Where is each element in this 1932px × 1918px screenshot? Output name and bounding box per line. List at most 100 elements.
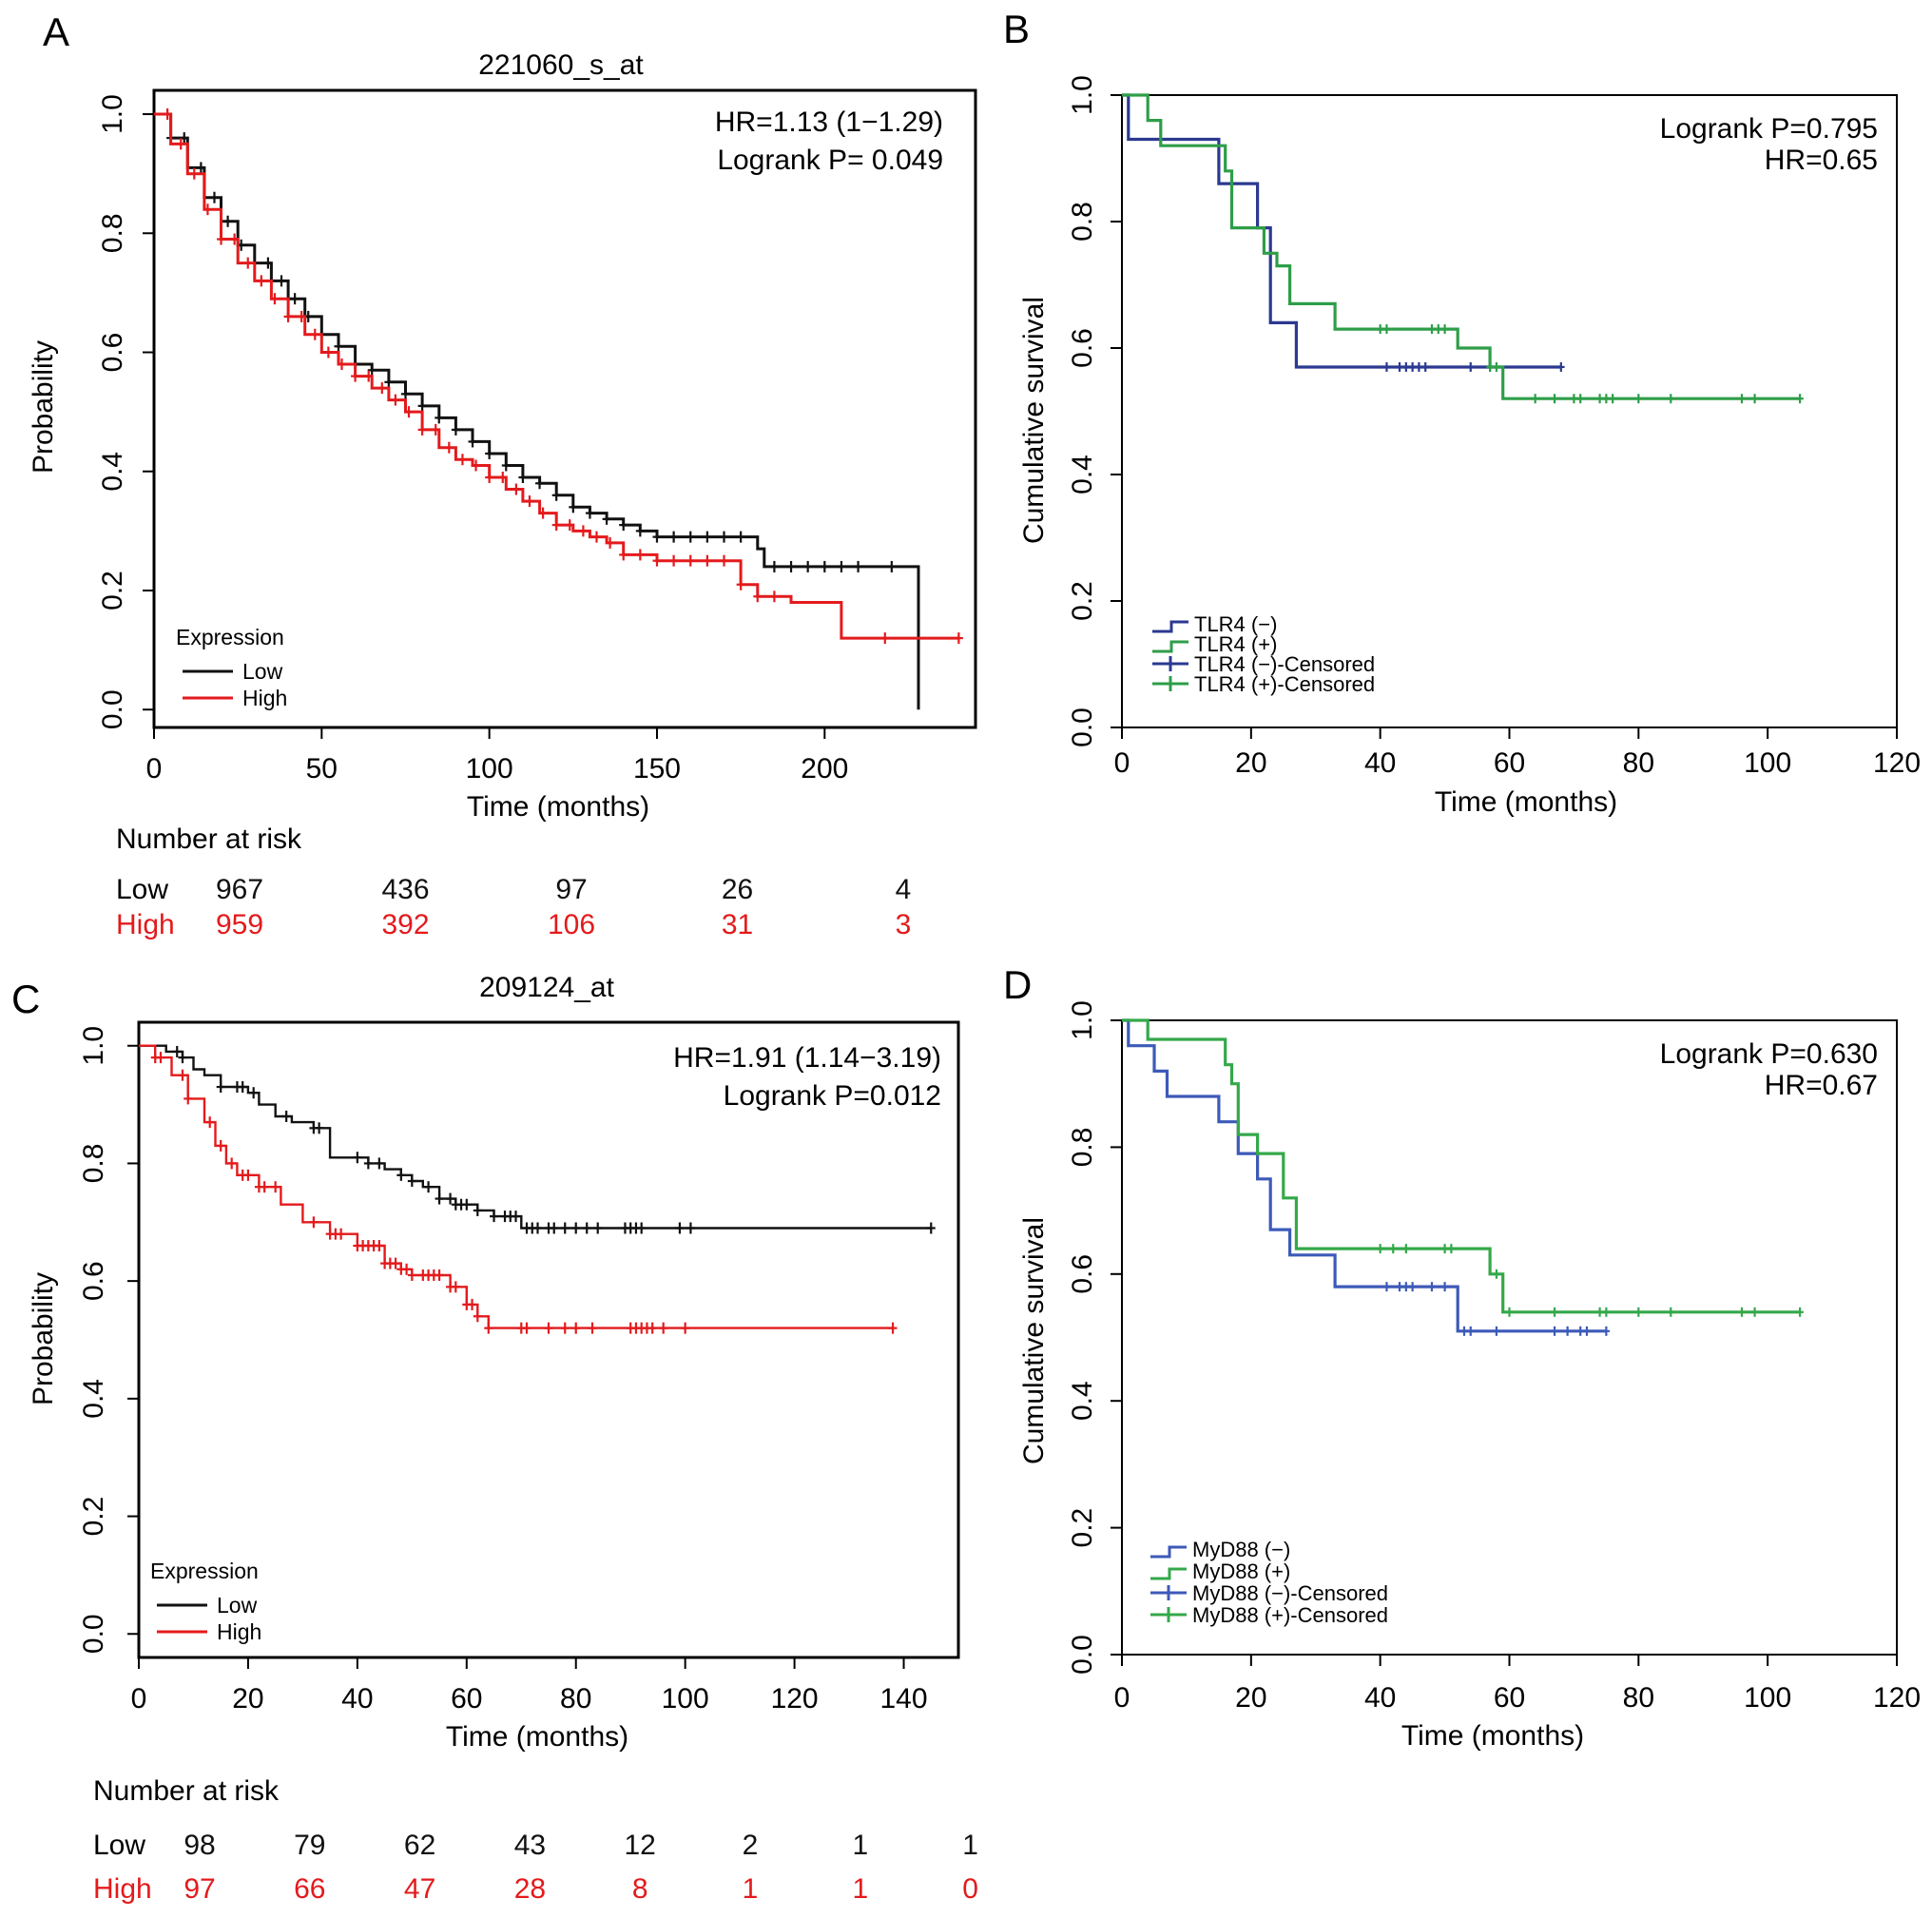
x-tick-label: 80 xyxy=(1623,747,1654,779)
x-tick-label: 0 xyxy=(131,1683,147,1715)
x-tick-label: 60 xyxy=(451,1683,482,1715)
legend-label: MyD88 (−)-Censored xyxy=(1192,1581,1388,1605)
x-axis-label: Time (months) xyxy=(446,1721,628,1753)
legend-label: MyD88 (+) xyxy=(1192,1560,1290,1583)
x-tick-label: 80 xyxy=(560,1683,591,1715)
y-tick-label: 0.0 xyxy=(97,689,128,729)
x-tick-label: 50 xyxy=(306,753,338,785)
legend: TLR4 (−) TLR4 (+) TLR4 (−)-Censored TLR4… xyxy=(1152,612,1375,696)
risk-value: 2 xyxy=(743,1830,759,1861)
x-tick-label: 0 xyxy=(146,753,163,785)
legend-title: Expression xyxy=(176,625,284,649)
y-tick-label: 1.0 xyxy=(78,1026,109,1066)
x-tick-label: 200 xyxy=(801,753,848,785)
y-tick-label: 0.8 xyxy=(1067,202,1098,242)
number-at-risk-table: Number at risk Low High 98 79 62 43 12 2 1 1 97 6… xyxy=(93,1775,978,1905)
risk-value: 392 xyxy=(381,909,429,940)
y-tick-label: 0.8 xyxy=(97,213,128,253)
legend-swatch-pos xyxy=(1152,640,1188,653)
panel-label: B xyxy=(1003,7,1030,51)
legend-label: TLR4 (−)-Censored xyxy=(1194,652,1375,676)
y-tick-label: 0.8 xyxy=(78,1144,109,1184)
y-axis-label: Cumulative survival xyxy=(1018,1217,1050,1464)
legend-label: MyD88 (+)-Censored xyxy=(1192,1603,1388,1627)
risk-value: 43 xyxy=(514,1830,546,1861)
y-tick-label: 0.8 xyxy=(1067,1128,1098,1168)
risk-value: 4 xyxy=(896,874,912,905)
y-tick-label: 0.0 xyxy=(78,1614,109,1654)
x-tick-label: 20 xyxy=(232,1683,263,1715)
risk-value: 1 xyxy=(852,1830,868,1861)
risk-value: 1 xyxy=(743,1873,759,1905)
y-tick-label: 0.6 xyxy=(1067,1254,1098,1294)
legend-swatch-neg xyxy=(1152,620,1188,633)
survival-curve xyxy=(1122,93,1801,400)
legend-label-low: Low xyxy=(217,1593,258,1618)
risk-value: 62 xyxy=(404,1830,435,1861)
risk-value: 959 xyxy=(216,909,263,940)
y-axis-ticks: 0.0 0.2 0.4 0.6 0.8 1.0 xyxy=(1067,1000,1122,1675)
x-axis-label: Time (months) xyxy=(467,791,649,823)
risk-row-label-low: Low xyxy=(116,874,168,905)
y-axis-label: Probability xyxy=(28,340,59,474)
y-tick-label: 0.6 xyxy=(78,1261,109,1301)
risk-value: 97 xyxy=(555,874,587,905)
logrank-text: Logrank P=0.630 xyxy=(1660,1038,1878,1070)
x-tick-label: 0 xyxy=(1114,747,1130,779)
x-axis-ticks: 0 20 40 60 80 100 120 xyxy=(1114,1655,1921,1714)
risk-value: 436 xyxy=(381,874,429,905)
logrank-text: Logrank P=0.795 xyxy=(1660,113,1878,145)
x-tick-label: 100 xyxy=(662,1683,709,1715)
panel-b: B 0 20 40 60 80 100 120 0.0 0.2 0.4 0.6 0.8 1.0 Tim… xyxy=(1003,7,1921,818)
risk-value: 3 xyxy=(896,909,912,940)
y-axis-label: Cumulative survival xyxy=(1018,297,1050,544)
hazard-ratio-text: HR=0.65 xyxy=(1765,145,1878,176)
panel-label: D xyxy=(1003,962,1032,1007)
survival-curve xyxy=(1122,1018,1801,1314)
risk-values: 967 436 97 26 4 959 392 106 31 3 xyxy=(216,874,911,940)
y-tick-label: 1.0 xyxy=(1067,75,1098,115)
x-tick-label: 60 xyxy=(1494,747,1525,779)
legend-label-high: High xyxy=(217,1619,261,1644)
panel-d: D 0 20 40 60 80 100 120 0.0 0.2 0.4 0.6 0.8 1.0 Tim… xyxy=(1003,962,1921,1752)
legend-swatch-pos xyxy=(1150,1567,1187,1580)
x-axis-label: Time (months) xyxy=(1401,1720,1584,1752)
legend-label-low: Low xyxy=(242,659,283,684)
x-axis-ticks: 0 20 40 60 80 100 120 140 xyxy=(131,1657,928,1715)
risk-row-label-low: Low xyxy=(93,1830,145,1861)
y-tick-label: 0.0 xyxy=(1067,707,1098,747)
legend: MyD88 (−) MyD88 (+) MyD88 (−)-Censored M… xyxy=(1150,1538,1388,1627)
panel-a: A 221060_s_at 0 50 100 150 200 0.00.20.40.60… xyxy=(28,10,977,940)
y-axis-ticks: 0.0 0.2 0.4 0.6 0.8 1.0 xyxy=(78,1026,139,1654)
risk-value: 967 xyxy=(216,874,263,905)
x-tick-label: 0 xyxy=(1114,1682,1130,1714)
series-group xyxy=(1122,93,1804,404)
x-axis-label: Time (months) xyxy=(1435,786,1617,818)
y-axis-label: Probability xyxy=(28,1272,59,1405)
panel-label: A xyxy=(43,10,69,54)
risk-value: 106 xyxy=(548,909,595,940)
risk-value: 1 xyxy=(962,1830,978,1861)
y-tick-label: 0.4 xyxy=(97,452,128,492)
x-tick-label: 80 xyxy=(1623,1682,1654,1714)
x-tick-label: 100 xyxy=(1744,747,1791,779)
panel-label: C xyxy=(11,977,40,1021)
y-tick-label: 0.2 xyxy=(97,571,128,610)
risk-table-title: Number at risk xyxy=(93,1775,280,1807)
risk-value: 8 xyxy=(632,1873,648,1905)
x-tick-label: 150 xyxy=(633,753,681,785)
y-tick-label: 0.0 xyxy=(1067,1635,1098,1675)
risk-row-label-high: High xyxy=(116,909,175,940)
y-tick-label: 1.0 xyxy=(1067,1000,1098,1040)
x-tick-label: 100 xyxy=(1744,1682,1791,1714)
logrank-text: Logrank P= 0.049 xyxy=(717,145,943,176)
x-tick-label: 120 xyxy=(1873,1682,1921,1714)
y-tick-label: 0.4 xyxy=(78,1379,109,1419)
risk-value: 28 xyxy=(514,1873,546,1905)
risk-table-title: Number at risk xyxy=(116,823,302,855)
risk-value: 66 xyxy=(294,1873,325,1905)
x-tick-label: 40 xyxy=(341,1683,373,1715)
risk-row-label-high: High xyxy=(93,1873,152,1905)
x-tick-label: 120 xyxy=(1873,747,1921,779)
